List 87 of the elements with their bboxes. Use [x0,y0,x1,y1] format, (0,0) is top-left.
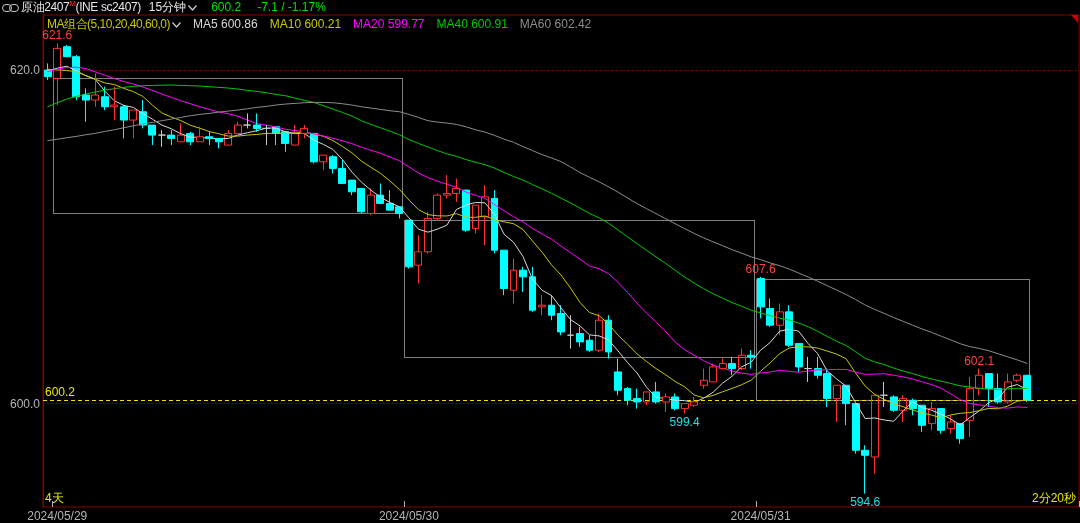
candlestick [91,72,99,108]
text: MA20 599.77 [353,17,425,31]
candlestick [947,414,955,435]
candlestick [500,249,508,296]
text: 600.2 [211,0,242,15]
candlestick [224,129,232,146]
candlestick [719,358,727,370]
candlestick [167,129,175,146]
legend-title: MA组合(5,10,20,40,60,0) [47,17,170,31]
candlestick [53,42,61,106]
candlestick [766,298,774,328]
candlestick [738,348,746,371]
candlestick [928,401,936,431]
candlestick [643,391,650,406]
candlestick [519,266,527,293]
candlestick [956,423,964,445]
annotation: 4天 [45,491,64,506]
candlestick [624,386,631,406]
candlestick [300,124,308,139]
candlestick [1013,373,1021,383]
candlestick [177,122,185,143]
candlestick [804,356,812,383]
chart-subtitle: 15分钟 [148,0,187,15]
candlestick [129,109,137,139]
x-tick-label: 2024/05/31 [730,509,791,523]
text: MA10 600.21 [269,17,342,31]
text: MA40 600.91 [436,17,509,31]
candlestick [567,314,574,350]
candlestick [538,294,546,316]
x-tick-label: 2024/05/30 [378,509,440,523]
annotation: 599.4 [669,414,700,429]
candlestick [548,294,555,321]
ref-line-label: 600.2 [45,385,76,400]
candlestick [110,86,118,121]
candlestick [728,356,736,376]
candlestick [842,384,850,426]
candlestick [215,137,223,149]
candlestick [833,384,841,423]
annotation: 607.6 [745,261,776,276]
candlestick [367,187,375,216]
candlestick [234,121,242,134]
text: -7.1 / -1.17% [257,0,326,15]
candlestick [776,303,784,336]
candlestick [101,86,109,111]
candlestick [291,124,299,146]
annotation: 621.6 [42,28,73,43]
candlestick [871,394,879,475]
candlestick [586,334,593,353]
candlestick [196,126,204,143]
candlestick [82,87,90,123]
candlestick [529,266,536,313]
candlestick [472,204,479,234]
candlestick [262,124,270,146]
candlestick [890,394,898,413]
text: 2分20秒 [1031,491,1076,506]
x-tick-label: 2024/05/29 [27,509,88,523]
candlestick [880,381,888,408]
y-tick-label: 600.0 [9,396,41,411]
annotation: 594.6 [850,494,881,509]
candlestick [747,349,755,370]
y-tick-label: 620.0 [9,63,41,78]
chart-title: 原油2407$^{M}$(INE sc2407) [21,0,141,15]
legend-label: MA5 600.86 [193,17,259,31]
candlestick [1004,373,1012,405]
candlestick [662,393,670,413]
candlestick [557,304,565,336]
candlestick [595,313,603,353]
annotation: 602.1 [964,353,995,368]
candlestick [405,219,413,270]
candlestick [614,358,622,396]
candlestick [243,112,251,129]
candlestick [510,258,517,305]
candlestick [633,388,641,410]
candlestick [319,154,327,171]
candlestick [795,343,803,373]
candlestick [757,276,765,320]
candlestick [205,131,213,146]
candlestick [481,184,489,246]
text: MA60 602.42 [519,17,592,31]
candlestick [158,129,166,148]
candlestick [120,104,128,139]
candlestick [414,234,422,285]
candlestick [253,112,261,133]
candlestick [576,326,584,348]
candlestick [1023,374,1031,403]
candlestick [899,394,907,423]
candlestick [785,304,793,348]
